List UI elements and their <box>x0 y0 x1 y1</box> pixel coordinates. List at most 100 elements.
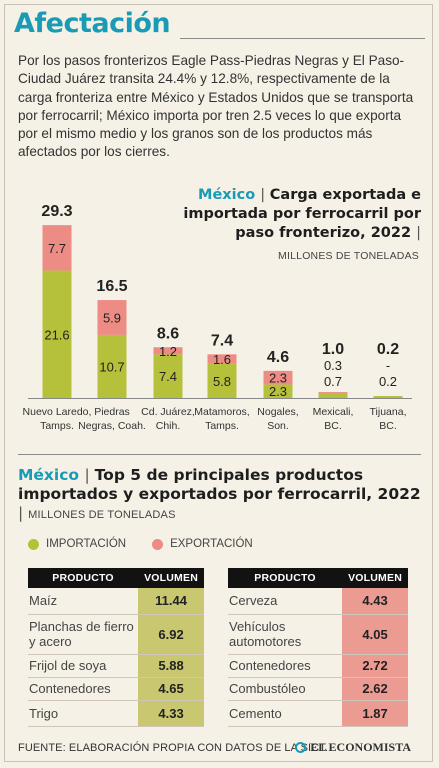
top5-unit: MILLONES DE TONELADAS <box>28 509 176 521</box>
bar-total-label: 1.0 <box>322 341 344 358</box>
product-name: Maíz <box>28 588 139 615</box>
x-tick-label: Tijuana, <box>370 406 407 418</box>
table-row: Vehículos automotores 4.05 <box>228 614 408 655</box>
bar-importacion <box>263 384 293 398</box>
bar-total-label: 0.2 <box>377 341 399 358</box>
bar-importacion <box>97 334 127 398</box>
imports-table: PRODUCTO VOLUMEN Maíz 11.44 Planchas de f… <box>28 568 204 727</box>
legend: IMPORTACIÓN EXPORTACIÓN <box>28 538 279 550</box>
chart-unit: MILLONES DE TONELADAS <box>278 250 419 262</box>
top5-title-country: México <box>18 466 80 484</box>
bar-total-label: 8.6 <box>157 325 179 342</box>
chart-title-text: Carga exportada e importada por ferrocar… <box>183 187 421 241</box>
x-tick-label: Tamps. <box>40 420 74 432</box>
top5-title-separator-end: | <box>18 504 29 522</box>
bar-total-label: 29.3 <box>41 203 72 220</box>
product-name: Cemento <box>228 700 343 727</box>
product-volume: 5.88 <box>138 654 204 678</box>
product-volume: 4.65 <box>138 677 204 701</box>
exports-header-volume: VOLUMEN <box>342 568 408 588</box>
x-tick-label: Nogales, <box>257 406 298 418</box>
bar-exportacion <box>153 347 183 355</box>
bar-exportacion <box>97 300 127 335</box>
legend-import: IMPORTACIÓN <box>28 538 126 550</box>
table-row: Cerveza 4.43 <box>228 588 408 615</box>
bar-total-label: 16.5 <box>96 278 127 295</box>
exports-table: PRODUCTO VOLUMEN Cerveza 4.43 Vehículos a… <box>228 568 408 727</box>
product-volume: 2.72 <box>342 654 408 678</box>
bar-importacion <box>373 396 403 398</box>
source-note: FUENTE: ELABORACIÓN PROPIA CON DATOS DE … <box>18 742 329 754</box>
bar-exportacion <box>42 225 72 271</box>
bar-exportacion <box>318 392 348 394</box>
imports-header-row: PRODUCTO VOLUMEN <box>28 568 204 588</box>
table-row: Contenedores 4.65 <box>28 677 204 701</box>
x-tick-label: Negras, Coah. <box>78 420 146 432</box>
bar-total-label: 7.4 <box>211 332 233 349</box>
bar-label-importacion: 0.2 <box>379 374 397 389</box>
chart-title-separator-end: | <box>416 225 421 241</box>
chart-title-country: México <box>198 187 256 203</box>
legend-export: EXPORTACIÓN <box>152 538 253 550</box>
chart-title-separator: | <box>260 187 270 203</box>
x-tick-label: Son. <box>267 420 289 432</box>
table-row: Cemento 1.87 <box>228 700 408 727</box>
product-name: Combustóleo <box>228 677 343 701</box>
legend-import-swatch <box>28 538 39 550</box>
bar-label-importacion: 0.7 <box>324 374 342 389</box>
table-row: Maíz 11.44 <box>28 588 204 615</box>
page-title: Afectación <box>14 8 171 39</box>
bar-chart: 21.6 7.7 29.3 Nuevo Laredo, Tamps. 10.7 5.9 16.… <box>23 203 412 432</box>
top5-title: México | Top 5 de principales productos … <box>18 466 423 525</box>
x-tick-label: Mexicali, <box>313 406 354 418</box>
logo-text: EL ECONOMISTA <box>310 740 411 754</box>
product-name: Contenedores <box>28 677 139 701</box>
table-row: Frijol de soya 5.88 <box>28 654 204 678</box>
bar-label-importacion: 5.8 <box>213 374 231 389</box>
bar-label-exportacion: 5.9 <box>103 310 121 325</box>
table-row: Planchas de fierro y acero 6.92 <box>28 614 204 655</box>
bar-label-exportacion: 7.7 <box>48 241 66 256</box>
chart-title: México | Carga exportada e importada por… <box>141 186 421 243</box>
bar-label-importacion: 10.7 <box>99 359 124 374</box>
product-name: Planchas de fierro y acero <box>28 614 139 655</box>
bar-exportacion <box>263 370 293 385</box>
product-name: Trigo <box>28 700 139 727</box>
imports-header-volume: VOLUMEN <box>138 568 204 588</box>
top5-title-text: Top 5 de principales productos importado… <box>18 466 421 503</box>
bar-label-importacion: 2.3 <box>269 384 287 399</box>
legend-import-label: IMPORTACIÓN <box>46 538 127 550</box>
table-row: Combustóleo 2.62 <box>228 677 408 701</box>
x-tick-label: Nuevo Laredo, <box>23 406 92 418</box>
product-name: Cerveza <box>228 588 343 615</box>
bar-label-importacion: 21.6 <box>44 327 69 342</box>
table-row: Contenedores 2.72 <box>228 654 408 678</box>
bar-label-exportacion: 0.3 <box>324 358 342 373</box>
product-volume: 4.05 <box>342 614 408 655</box>
bar-importacion <box>153 354 183 398</box>
x-tick-label: Cd. Juárez, <box>141 406 195 418</box>
top5-title-separator: | <box>84 466 95 484</box>
logo-mark-icon <box>295 742 307 753</box>
product-volume: 4.43 <box>342 588 408 615</box>
infographic-frame <box>4 4 433 762</box>
product-name: Frijol de soya <box>28 654 139 678</box>
bar-label-exportacion: 1.6 <box>213 352 231 367</box>
section-divider <box>18 454 421 455</box>
product-name: Vehículos automotores <box>228 614 343 655</box>
bar-label-importacion: 7.4 <box>159 369 177 384</box>
bar-importacion <box>42 270 72 398</box>
x-tick-label: Chih. <box>156 420 181 432</box>
imports-header-product: PRODUCTO <box>28 568 139 588</box>
bar-label-exportacion: - <box>386 358 390 373</box>
bar-label-exportacion: 2.3 <box>269 371 287 386</box>
x-tick-label: BC. <box>324 420 342 432</box>
x-tick-label: BC. <box>379 420 397 432</box>
bar-exportacion <box>207 354 237 364</box>
publisher-logo: EL ECONOMISTA <box>295 740 411 755</box>
product-volume: 4.33 <box>138 700 204 727</box>
x-tick-label: Tamps. <box>205 420 239 432</box>
exports-header-product: PRODUCTO <box>228 568 343 588</box>
product-volume: 11.44 <box>138 588 204 615</box>
exports-header-row: PRODUCTO VOLUMEN <box>228 568 408 588</box>
